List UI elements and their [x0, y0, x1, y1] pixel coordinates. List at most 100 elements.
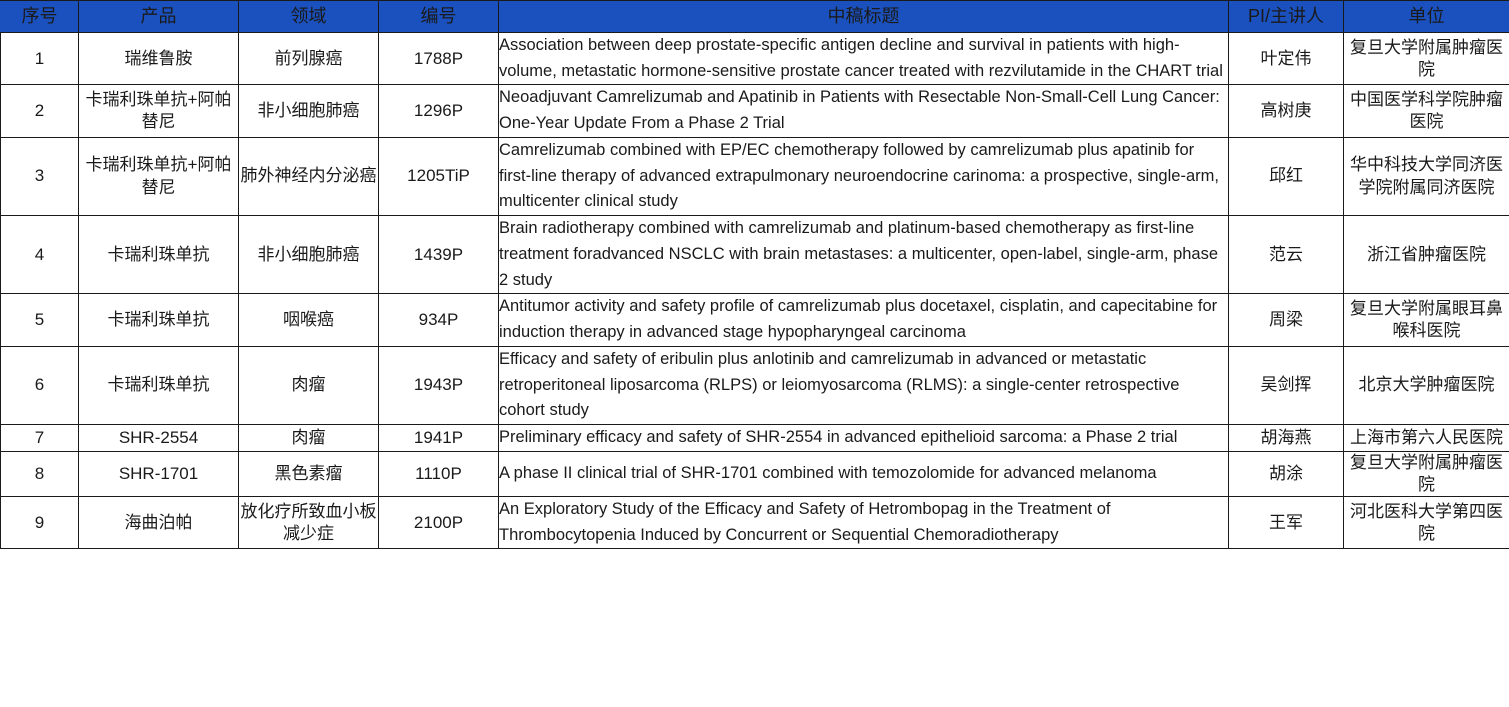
cell-unit: 复旦大学附属眼耳鼻喉科医院 [1343, 293, 1509, 347]
cell-code: 1110P [378, 450, 499, 497]
column-header-index: 序号 [0, 0, 79, 33]
cell-pi: 王军 [1228, 495, 1344, 550]
cell-unit: 复旦大学附属肿瘤医院 [1343, 31, 1509, 86]
cell-index-text: 3 [34, 166, 45, 186]
cell-pi: 叶定伟 [1228, 31, 1344, 86]
cell-title: Brain radiotherapy combined with camreli… [498, 215, 1229, 295]
cell-code-text: 2100P [413, 512, 464, 532]
cell-pi-text: 王军 [1269, 512, 1303, 532]
table-row: 2 卡瑞利珠单抗+阿帕替尼 非小细胞肺癌 1296P Neoadjuvant Camre… [0, 84, 1509, 138]
cell-title-text: An Exploratory Study of the Efficacy and… [499, 499, 1111, 544]
cell-unit: 复旦大学附属肿瘤医院 [1343, 450, 1509, 497]
cell-code-text: 1788P [413, 48, 464, 68]
cell-title-text: Brain radiotherapy combined with camreli… [499, 219, 1219, 289]
cell-code-text: 1439P [413, 244, 464, 264]
cell-title-text: Preliminary efficacy and safety of SHR-2… [499, 428, 1178, 447]
table-body: 1 瑞维鲁胺 前列腺癌 1788P Association between deep p… [0, 31, 1509, 550]
header-row: 序号 产品 领域 编号 中稿标题 PI/主讲人 单位 [0, 0, 1509, 33]
cell-code: 2100P [378, 495, 499, 550]
cell-product: 卡瑞利珠单抗 [78, 345, 239, 426]
cell-field: 咽喉癌 [238, 293, 379, 347]
cell-product-text: 海曲泊帕 [124, 512, 193, 532]
cell-product: SHR-2554 [78, 424, 239, 452]
cell-unit-text: 浙江省肿瘤医院 [1367, 244, 1486, 264]
cell-field-text: 非小细胞肺癌 [257, 101, 360, 121]
cell-pi: 周梁 [1228, 293, 1344, 347]
cell-field: 非小细胞肺癌 [238, 84, 379, 138]
cell-code-text: 1296P [413, 101, 464, 121]
cell-title-text: Antitumor activity and safety profile of… [499, 297, 1218, 342]
column-header-product: 产品 [78, 0, 239, 33]
cell-field-text: 前列腺癌 [274, 48, 343, 68]
cell-field-text: 咽喉癌 [283, 310, 334, 330]
table-row: 5 卡瑞利珠单抗 咽喉癌 934P Antitumor activity and saf… [0, 293, 1509, 347]
cell-code: 1439P [378, 215, 499, 295]
cell-code-text: 1941P [413, 427, 464, 447]
cell-pi-text: 周梁 [1269, 310, 1303, 330]
cell-product-text: SHR-2554 [118, 427, 199, 447]
cell-field: 黑色素瘤 [238, 450, 379, 497]
cell-title-text: Camrelizumab combined with EP/EC chemoth… [499, 140, 1219, 211]
cell-title: Antitumor activity and safety profile of… [498, 293, 1229, 347]
cell-field-text: 黑色素瘤 [274, 463, 343, 483]
cell-index: 9 [0, 495, 79, 550]
cell-unit: 上海市第六人民医院 [1343, 424, 1509, 452]
cell-index-text: 2 [34, 101, 45, 121]
cell-product: 卡瑞利珠单抗+阿帕替尼 [78, 84, 239, 138]
cell-unit-text: 上海市第六人民医院 [1350, 427, 1503, 447]
cell-index: 8 [0, 450, 79, 497]
cell-field-text: 肺外神经内分泌癌 [240, 166, 377, 186]
cell-product-text: 卡瑞利珠单抗+阿帕替尼 [85, 155, 232, 197]
cell-code: 1296P [378, 84, 499, 138]
cell-product-text: 卡瑞利珠单抗 [107, 310, 210, 330]
cell-product: 卡瑞利珠单抗 [78, 293, 239, 347]
cell-title: Preliminary efficacy and safety of SHR-2… [498, 424, 1229, 452]
table-row: 7 SHR-2554 肉瘤 1941P Preliminary efficacy and… [0, 424, 1509, 452]
cell-pi: 胡涂 [1228, 450, 1344, 497]
accepted-abstracts-table: 序号 产品 领域 编号 中稿标题 PI/主讲人 单位 1 瑞维鲁胺 前列腺癌 1788… [0, 0, 1509, 550]
cell-unit: 中国医学科学院肿瘤医院 [1343, 84, 1509, 138]
cell-title-text: Efficacy and safety of eribulin plus anl… [499, 349, 1180, 420]
cell-product-text: 卡瑞利珠单抗 [107, 244, 210, 264]
table-row: 1 瑞维鲁胺 前列腺癌 1788P Association between deep p… [0, 31, 1509, 86]
cell-field-text: 肉瘤 [291, 375, 326, 395]
cell-index-text: 9 [34, 512, 45, 532]
cell-code: 1788P [378, 31, 499, 86]
table-header: 序号 产品 领域 编号 中稿标题 PI/主讲人 单位 [0, 0, 1509, 33]
table-row: 6 卡瑞利珠单抗 肉瘤 1943P Efficacy and safety of eri… [0, 345, 1509, 426]
cell-unit: 浙江省肿瘤医院 [1343, 215, 1509, 295]
cell-field-text: 肉瘤 [291, 427, 326, 447]
cell-index: 1 [0, 31, 79, 86]
cell-index: 2 [0, 84, 79, 138]
cell-pi-text: 胡海燕 [1260, 427, 1312, 447]
cell-pi-text: 胡涂 [1269, 463, 1303, 483]
cell-index-text: 5 [34, 310, 45, 330]
cell-pi: 范云 [1228, 215, 1344, 295]
table-row: 4 卡瑞利珠单抗 非小细胞肺癌 1439P Brain radiotherapy com… [0, 215, 1509, 295]
cell-pi-text: 高树庚 [1260, 101, 1312, 121]
cell-product: 海曲泊帕 [78, 495, 239, 550]
cell-product: 卡瑞利珠单抗 [78, 215, 239, 295]
cell-product: 卡瑞利珠单抗+阿帕替尼 [78, 136, 239, 217]
cell-unit-text: 中国医学科学院肿瘤医院 [1350, 90, 1503, 132]
column-header-pi: PI/主讲人 [1228, 0, 1344, 33]
cell-pi-text: 叶定伟 [1260, 48, 1312, 68]
cell-code: 1943P [378, 345, 499, 426]
cell-code-text: 1943P [413, 375, 464, 395]
cell-code-text: 934P [418, 310, 459, 330]
cell-unit-text: 复旦大学附属眼耳鼻喉科医院 [1350, 298, 1503, 341]
cell-title: A phase II clinical trial of SHR-1701 co… [498, 450, 1229, 497]
cell-product: SHR-1701 [78, 450, 239, 497]
cell-title: Association between deep prostate-specif… [498, 31, 1229, 86]
cell-product-text: 卡瑞利珠单抗 [107, 375, 210, 395]
column-header-title: 中稿标题 [498, 0, 1229, 33]
cell-code-text: 1110P [415, 463, 462, 483]
cell-field: 肺外神经内分泌癌 [238, 136, 379, 217]
column-header-field: 领域 [238, 0, 379, 33]
cell-unit-text: 北京大学肿瘤医院 [1358, 375, 1495, 395]
cell-unit: 河北医科大学第四医院 [1343, 495, 1509, 550]
table-row: 3 卡瑞利珠单抗+阿帕替尼 肺外神经内分泌癌 1205TiP Camrelizumab … [0, 136, 1509, 217]
cell-product-text: 瑞维鲁胺 [124, 48, 193, 68]
column-header-code: 编号 [378, 0, 499, 33]
cell-title: Efficacy and safety of eribulin plus anl… [498, 345, 1229, 426]
